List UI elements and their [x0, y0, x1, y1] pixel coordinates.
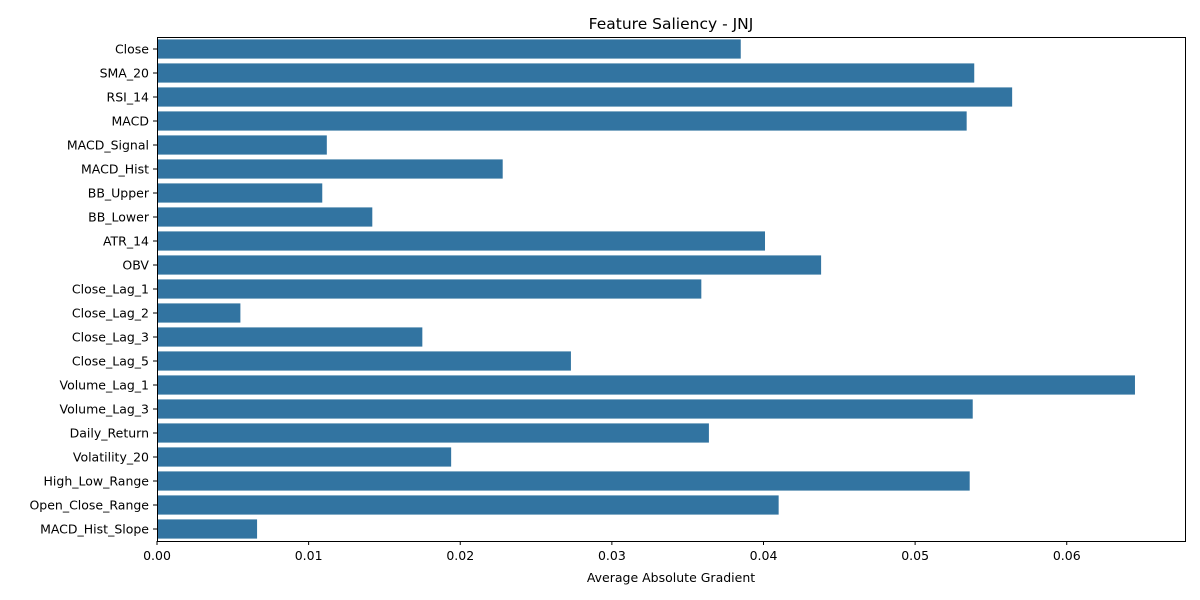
bar-daily-return [157, 423, 709, 443]
bar-bb-lower [157, 207, 373, 227]
bar-bb-upper [157, 183, 323, 203]
bar-obv [157, 255, 822, 275]
y-tick-label: Volatility_20 [73, 450, 149, 465]
x-axis-ticks: 0.00 0.01 0.02 0.03 0.04 0.05 0.06 [143, 541, 1081, 563]
bar-sma-20 [157, 63, 975, 83]
bar-atr-14 [157, 231, 766, 251]
bars-layer [157, 39, 1135, 539]
y-tick-label: OBV [122, 258, 149, 273]
bar-volume-lag-1 [157, 375, 1135, 395]
chart-title: Feature Saliency - JNJ [589, 15, 754, 33]
bar-macd [157, 111, 967, 131]
y-tick-label: Close [115, 42, 149, 57]
x-tick-label: 0.06 [1053, 548, 1081, 563]
bar-high-low-range [157, 471, 970, 491]
plot-frame [157, 37, 1186, 542]
bar-macd-hist [157, 159, 503, 179]
y-tick-label: Close_Lag_3 [72, 330, 149, 345]
y-tick-label: ATR_14 [103, 234, 149, 249]
bar-close-lag-5 [157, 351, 571, 371]
y-tick-label: Volume_Lag_3 [59, 402, 149, 417]
x-tick-label: 0.04 [750, 548, 778, 563]
y-tick-label: Volume_Lag_1 [59, 378, 149, 393]
y-axis-ticks: Close SMA_20 RSI_14 MACD MACD_Signal MACD_His… [29, 42, 157, 537]
y-tick-label: Close_Lag_2 [72, 306, 149, 321]
y-tick-label: Daily_Return [70, 426, 149, 441]
y-tick-label: MACD [112, 114, 149, 129]
y-tick-label: RSI_14 [107, 90, 150, 105]
bar-close-lag-2 [157, 303, 241, 323]
bar-volatility-20 [157, 447, 452, 467]
y-tick-label: MACD_Hist [81, 162, 149, 177]
bar-close-lag-3 [157, 327, 423, 347]
bar-macd-hist-slope [157, 519, 258, 539]
x-tick-label: 0.03 [598, 548, 626, 563]
x-tick-label: 0.02 [446, 548, 474, 563]
bar-close [157, 39, 741, 59]
y-tick-label: SMA_20 [100, 66, 149, 81]
x-tick-label: 0.01 [295, 548, 323, 563]
bar-rsi-14 [157, 87, 1013, 107]
y-tick-label: MACD_Hist_Slope [40, 522, 149, 537]
y-tick-label: Close_Lag_5 [72, 354, 149, 369]
y-tick-label: BB_Lower [88, 210, 150, 225]
bar-macd-signal [157, 135, 327, 155]
bar-close-lag-1 [157, 279, 702, 299]
y-tick-label: High_Low_Range [44, 474, 150, 489]
y-tick-label: BB_Upper [88, 186, 150, 201]
y-tick-label: Open_Close_Range [29, 498, 149, 513]
y-tick-label: MACD_Signal [67, 138, 149, 153]
bar-volume-lag-3 [157, 399, 973, 419]
x-axis-title: Average Absolute Gradient [587, 570, 755, 585]
x-tick-label: 0.05 [901, 548, 929, 563]
x-tick-label: 0.00 [143, 548, 171, 563]
bar-open-close-range [157, 495, 779, 515]
y-tick-label: Close_Lag_1 [72, 282, 149, 297]
